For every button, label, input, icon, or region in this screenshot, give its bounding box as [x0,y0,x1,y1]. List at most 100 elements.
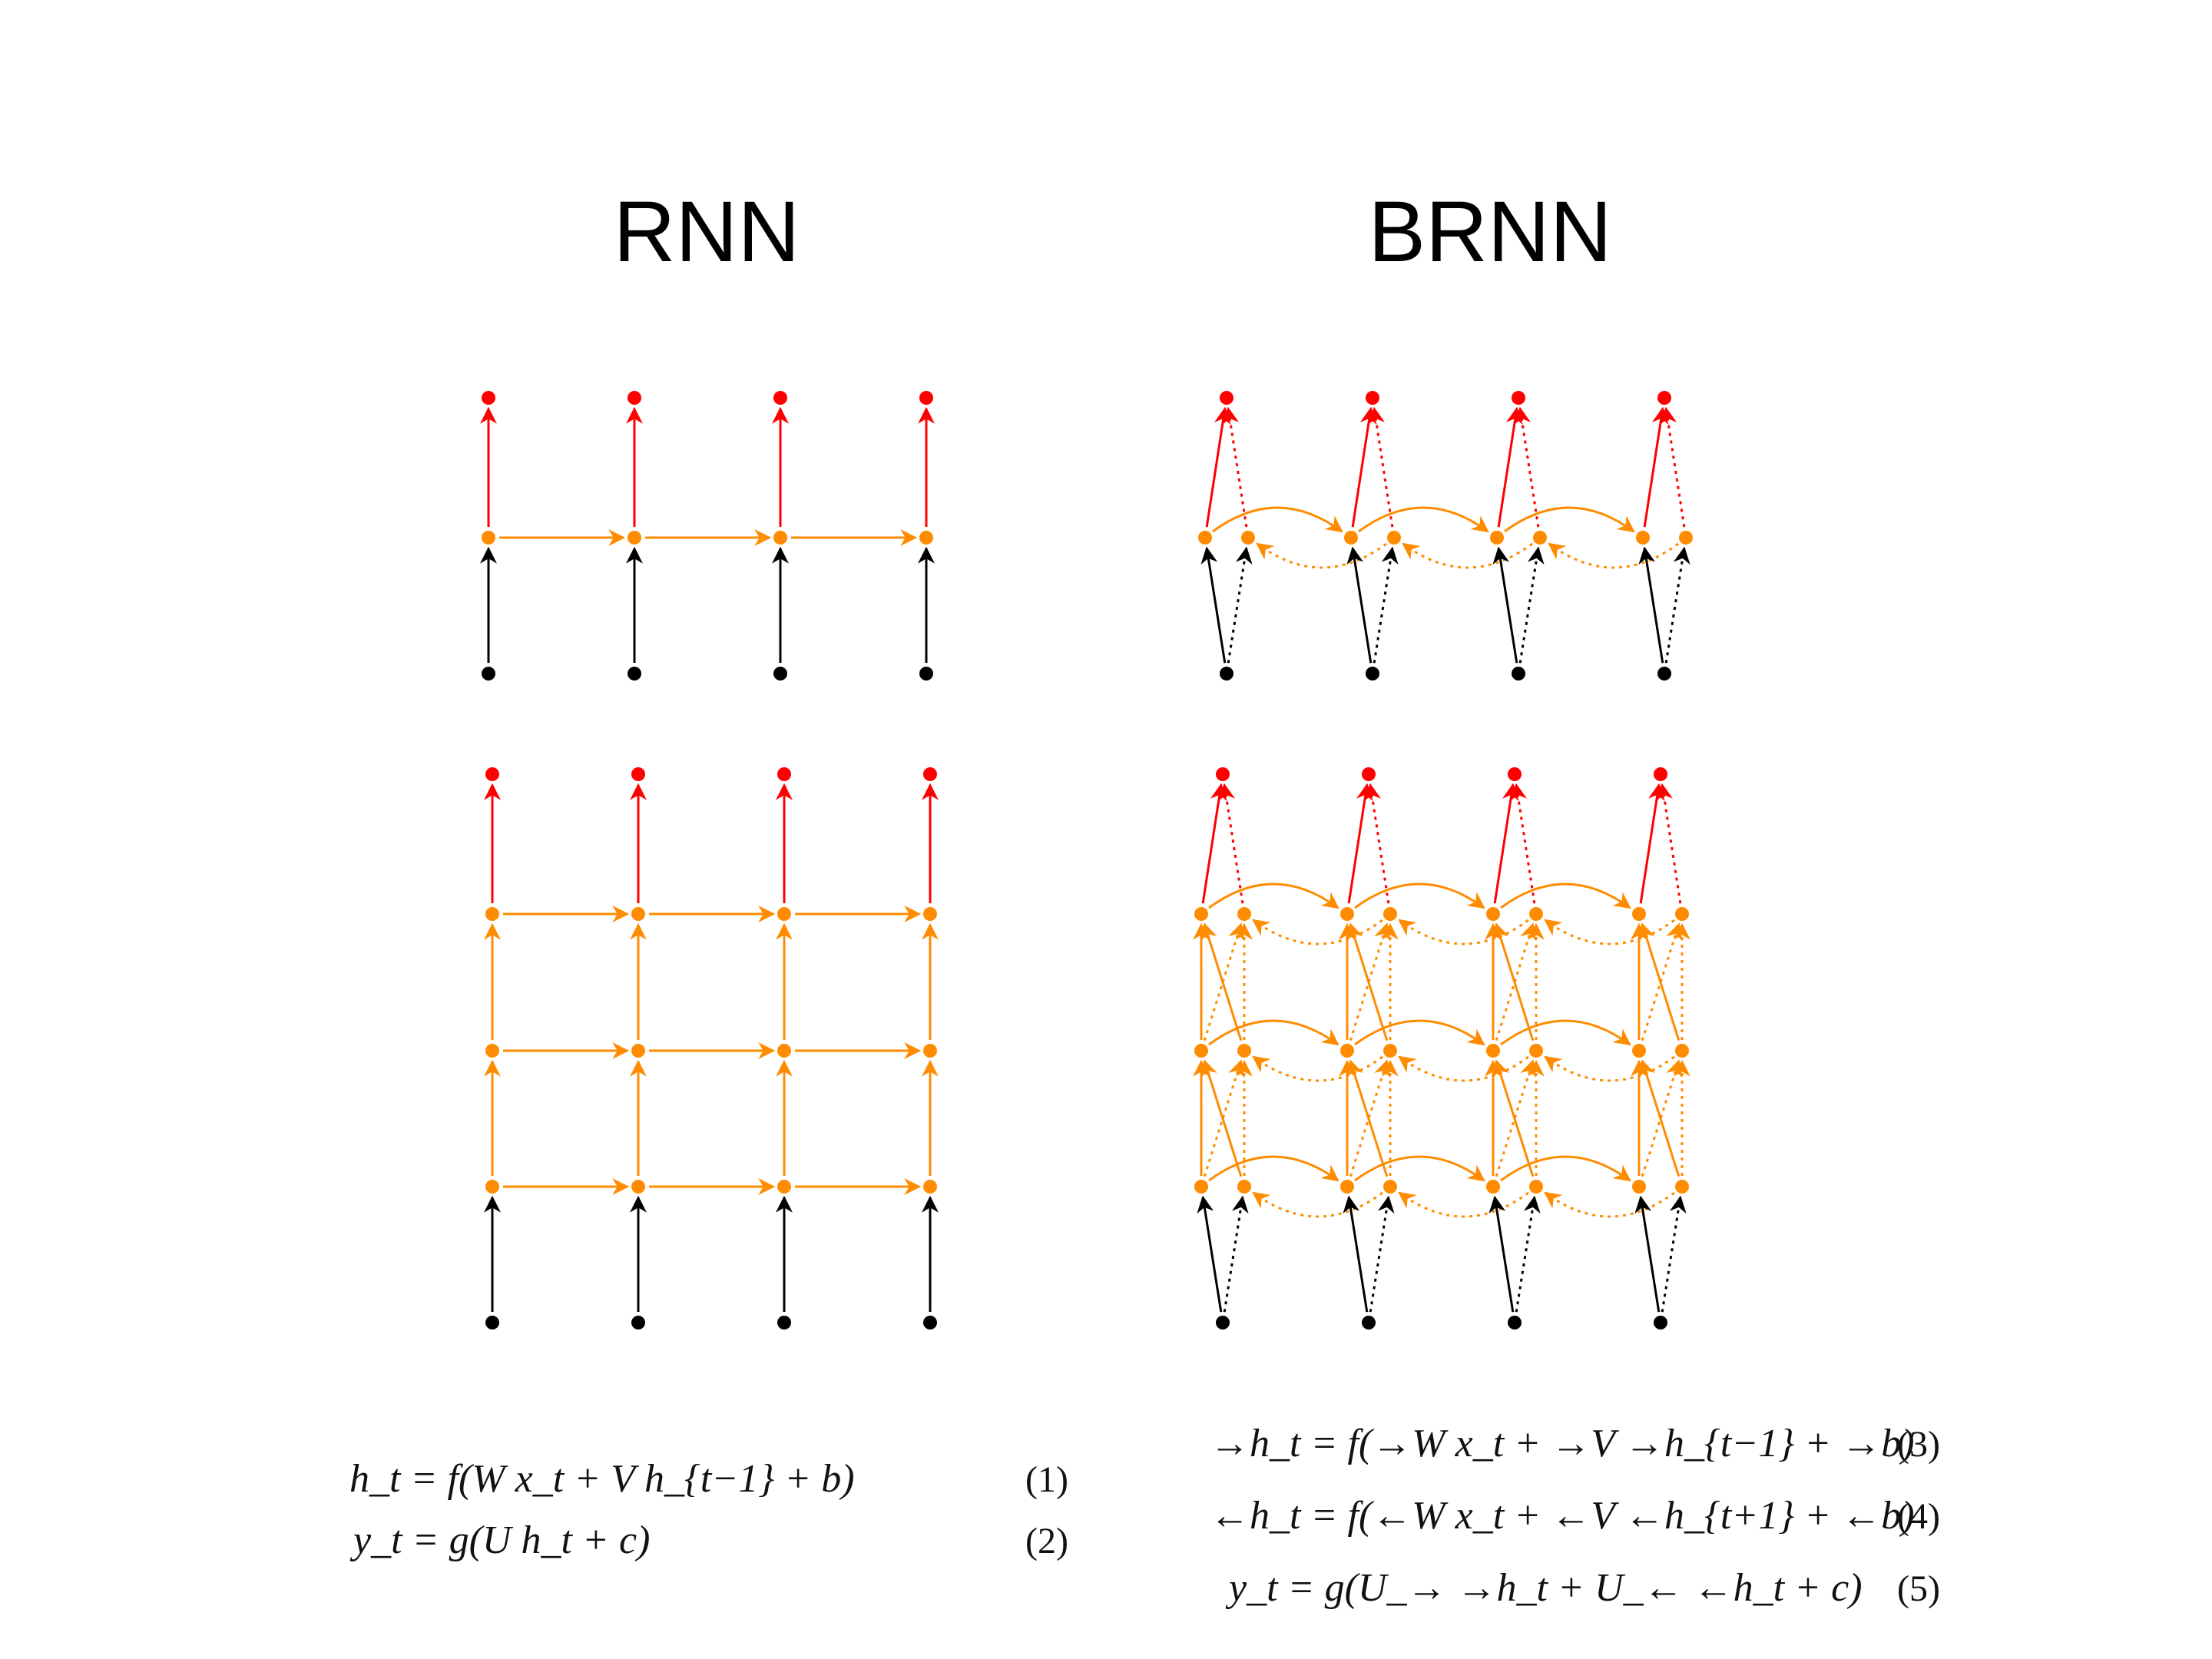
forward-hidden-node [1486,1044,1500,1058]
input-node [482,667,495,680]
layer-cross-arrow-dashed [1641,922,1683,1041]
forward-hidden-node [1632,1044,1646,1058]
input-forward-arrow [1638,546,1664,664]
hidden-node [628,531,641,545]
hidden-node [485,1044,499,1058]
output-forward-arrow [1493,783,1519,904]
output-forward-arrow [1497,406,1523,528]
output-node [1220,391,1233,405]
layer-cross-arrow-dashed [1349,1059,1391,1177]
backward-hidden-node [1679,531,1693,545]
equation-3: →h_t = f(→W x_t + →V →h_{t−1} + →b) [1210,1422,1915,1465]
input-forward-arrow [1197,1195,1223,1313]
input-node [1657,667,1671,680]
backward-hidden-node [1387,531,1401,545]
forward-hidden-node [1632,1180,1646,1194]
output-node [631,767,645,781]
output-node [777,767,791,781]
hidden-node [923,1180,937,1194]
brnn-title: BRNN [1368,184,1611,280]
output-forward-arrow [1643,406,1669,528]
input-backward-arrow [1369,1195,1395,1313]
rnn-deep-diagram [484,767,939,1330]
forward-hidden-node [1194,1180,1208,1194]
output-backward-arrow [1656,783,1682,904]
backward-recurrent-arrow [1256,542,1387,569]
input-node [1508,1316,1522,1330]
input-backward-arrow [1661,1195,1687,1313]
backward-hidden-node [1675,1044,1689,1058]
layer-cross-arrow-dashed [1203,922,1245,1041]
output-node [773,391,787,405]
layer-cross-arrow [1638,1059,1681,1177]
layer-cross-arrow [1492,1059,1535,1177]
output-forward-arrow [1639,783,1665,904]
input-node [1220,667,1233,680]
layer-cross-arrow-dashed [1641,1059,1683,1177]
backward-hidden-node [1383,1180,1397,1194]
backward-hidden-node [1241,531,1255,545]
output-node [1654,767,1667,781]
hidden-node [777,907,791,921]
input-node [631,1316,645,1330]
input-node [1654,1316,1667,1330]
forward-hidden-node [1490,531,1504,545]
input-backward-arrow [1227,546,1253,664]
backward-hidden-node [1675,1180,1689,1194]
hidden-node [919,531,933,545]
backward-hidden-node [1237,1180,1251,1194]
equation-1: h_t = f(W x_t + V h_{t−1} + b) [349,1457,855,1501]
output-backward-arrow [1368,406,1394,528]
rnn-equations: h_t = f(W x_t + V h_{t−1} + b) (1) y_t =… [349,1457,1068,1562]
backward-recurrent-arrow [1398,1191,1529,1218]
output-backward-arrow [1510,783,1536,904]
brnn-single-layer-diagram [1198,391,1693,680]
forward-hidden-node [1486,907,1500,921]
output-node [628,391,641,405]
backward-hidden-node [1529,1180,1543,1194]
backward-hidden-node [1675,907,1689,921]
forward-recurrent-arrow [1500,1019,1631,1046]
hidden-node [485,1180,499,1194]
output-backward-arrow [1514,406,1540,528]
backward-recurrent-arrow [1252,1055,1383,1082]
input-node [1362,1316,1376,1330]
output-node [1366,391,1379,405]
forward-recurrent-arrow [1354,1155,1485,1182]
layer-cross-arrow [1638,922,1681,1041]
backward-recurrent-arrow [1398,919,1529,945]
forward-recurrent-arrow [1208,1019,1339,1046]
equation-5: y_t = g(U_→ →h_t + U_← ←h_t + c) [1225,1566,1863,1610]
hidden-node [777,1044,791,1058]
input-node [1366,667,1379,680]
output-node [1362,767,1376,781]
input-forward-arrow [1488,1195,1515,1313]
output-node [919,391,933,405]
backward-hidden-node [1533,531,1547,545]
backward-recurrent-arrow [1252,919,1383,945]
forward-hidden-node [1344,531,1358,545]
brnn-deep-diagram [1193,767,1690,1330]
input-node [919,667,933,680]
hidden-node [631,1180,645,1194]
forward-recurrent-arrow [1354,882,1485,909]
input-node [777,1316,791,1330]
forward-hidden-node [1340,1180,1354,1194]
backward-hidden-node [1383,1044,1397,1058]
equation-number-2: (2) [1025,1521,1068,1561]
backward-hidden-node [1529,1044,1543,1058]
forward-hidden-node [1632,907,1646,921]
input-backward-arrow [1518,546,1545,664]
layer-cross-arrow-dashed [1495,922,1537,1041]
hidden-node [923,907,937,921]
output-forward-arrow [1201,783,1227,904]
output-forward-arrow [1347,783,1373,904]
output-backward-arrow [1218,783,1244,904]
input-backward-arrow [1515,1195,1541,1313]
input-backward-arrow [1223,1195,1249,1313]
equation-2: y_t = g(U h_t + c) [349,1518,650,1562]
output-node [1512,391,1525,405]
equation-number-1: (1) [1025,1459,1068,1500]
input-node [923,1316,937,1330]
